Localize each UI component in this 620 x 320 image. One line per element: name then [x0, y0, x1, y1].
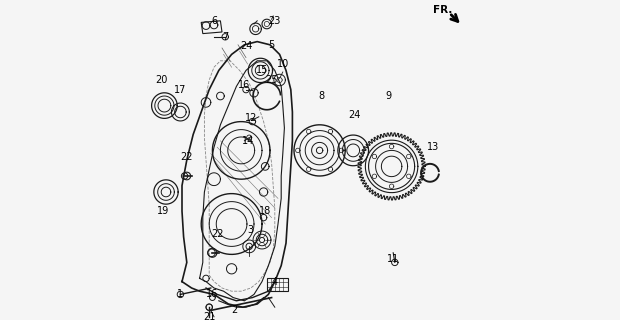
Text: 6: 6 [211, 16, 217, 26]
Text: 8: 8 [318, 91, 324, 101]
Text: 22: 22 [211, 228, 223, 239]
Text: 17: 17 [174, 84, 187, 95]
Text: 14: 14 [241, 136, 254, 146]
Text: 19: 19 [157, 206, 169, 216]
Text: 3: 3 [248, 225, 254, 236]
Text: 9: 9 [386, 91, 391, 101]
Text: FR.: FR. [433, 4, 453, 15]
Text: 25: 25 [265, 75, 278, 85]
Text: 16: 16 [238, 80, 250, 90]
Text: 12: 12 [245, 113, 257, 124]
Text: 4: 4 [272, 276, 278, 287]
Text: 21: 21 [203, 312, 215, 320]
Text: 22: 22 [180, 152, 193, 162]
Text: 1: 1 [177, 289, 184, 300]
Text: 10: 10 [277, 59, 289, 69]
Text: 20: 20 [155, 75, 167, 85]
Text: 5: 5 [268, 40, 275, 50]
Text: 23: 23 [268, 16, 281, 26]
Text: 24: 24 [240, 41, 252, 52]
Text: 11: 11 [387, 254, 399, 264]
Text: 18: 18 [259, 206, 272, 216]
Text: 7: 7 [222, 32, 228, 42]
Text: 15: 15 [256, 65, 268, 76]
Text: 13: 13 [427, 142, 440, 152]
Text: 16: 16 [206, 289, 218, 300]
Text: 24: 24 [348, 110, 361, 120]
Text: 2: 2 [232, 305, 238, 316]
